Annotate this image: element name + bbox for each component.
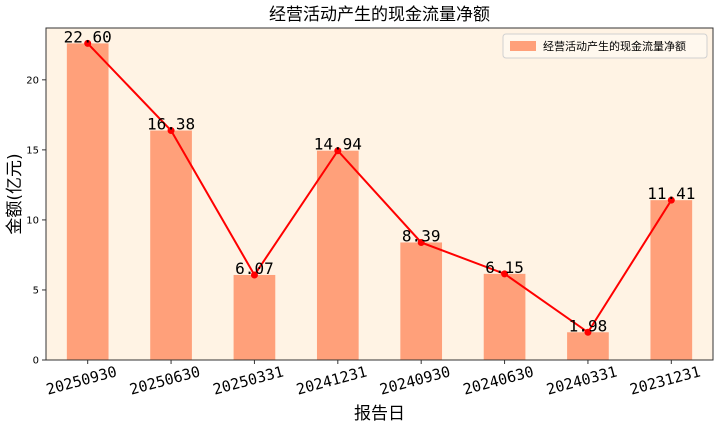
legend: 经营活动产生的现金流量净额 [502,33,708,59]
line-point [417,238,425,246]
plot-area [46,28,713,360]
x-tick-label: 20241231 [294,362,368,398]
line-point [334,147,342,155]
x-tick-label: 20240630 [461,362,535,398]
x-tick-label: 20250630 [128,362,202,398]
legend-label: 经营活动产生的现金流量净额 [543,39,686,53]
value-label-group: 22.60 16.38 6.07 14.94 8.39 6.15 1.98 11.41 [64,27,696,335]
y-tick-label: 10 [26,215,39,226]
line-point [84,39,92,47]
bar [567,332,609,360]
y-tick-label: 5 [33,285,39,296]
data-label: 1.98 [569,316,608,335]
line-point [501,270,509,278]
y-tick-label: 15 [26,145,39,156]
y-axis-title: 金额(亿元) [5,153,25,234]
data-label: 22.60 [64,27,112,46]
data-label: 6.15 [485,258,524,277]
bar [483,273,526,360]
x-tick-label: 20250331 [211,362,285,398]
x-tick-label: 20231231 [628,362,702,398]
bar [150,130,192,360]
plot-frame [45,27,714,361]
legend-box [502,33,708,59]
legend-swatch [510,41,536,51]
bar [650,200,693,360]
x-tick-label: 20250930 [44,362,118,398]
data-label: 8.39 [402,226,441,245]
y-tick-label: 0 [33,356,39,367]
bar [400,242,443,360]
bar [233,274,276,360]
x-axis-title: 报告日 [354,404,405,424]
data-label: 11.41 [647,184,695,203]
line-point [250,271,258,279]
line-point [167,127,175,135]
trend-line [86,42,673,334]
x-tick-label: 20240930 [378,362,452,398]
chart-title: 经营活动产生的现金流量净额 [269,5,490,25]
data-label: 16.38 [147,115,195,134]
data-label: 6.07 [235,259,274,278]
line-point [584,328,592,336]
x-tick-label: 20240331 [545,362,619,398]
data-label: 14.94 [314,135,362,154]
bar [316,150,359,360]
bar [66,43,109,361]
line-group [84,39,675,336]
y-tick-label: 20 [26,75,39,86]
line-point [667,196,675,204]
bar-group [66,43,693,361]
